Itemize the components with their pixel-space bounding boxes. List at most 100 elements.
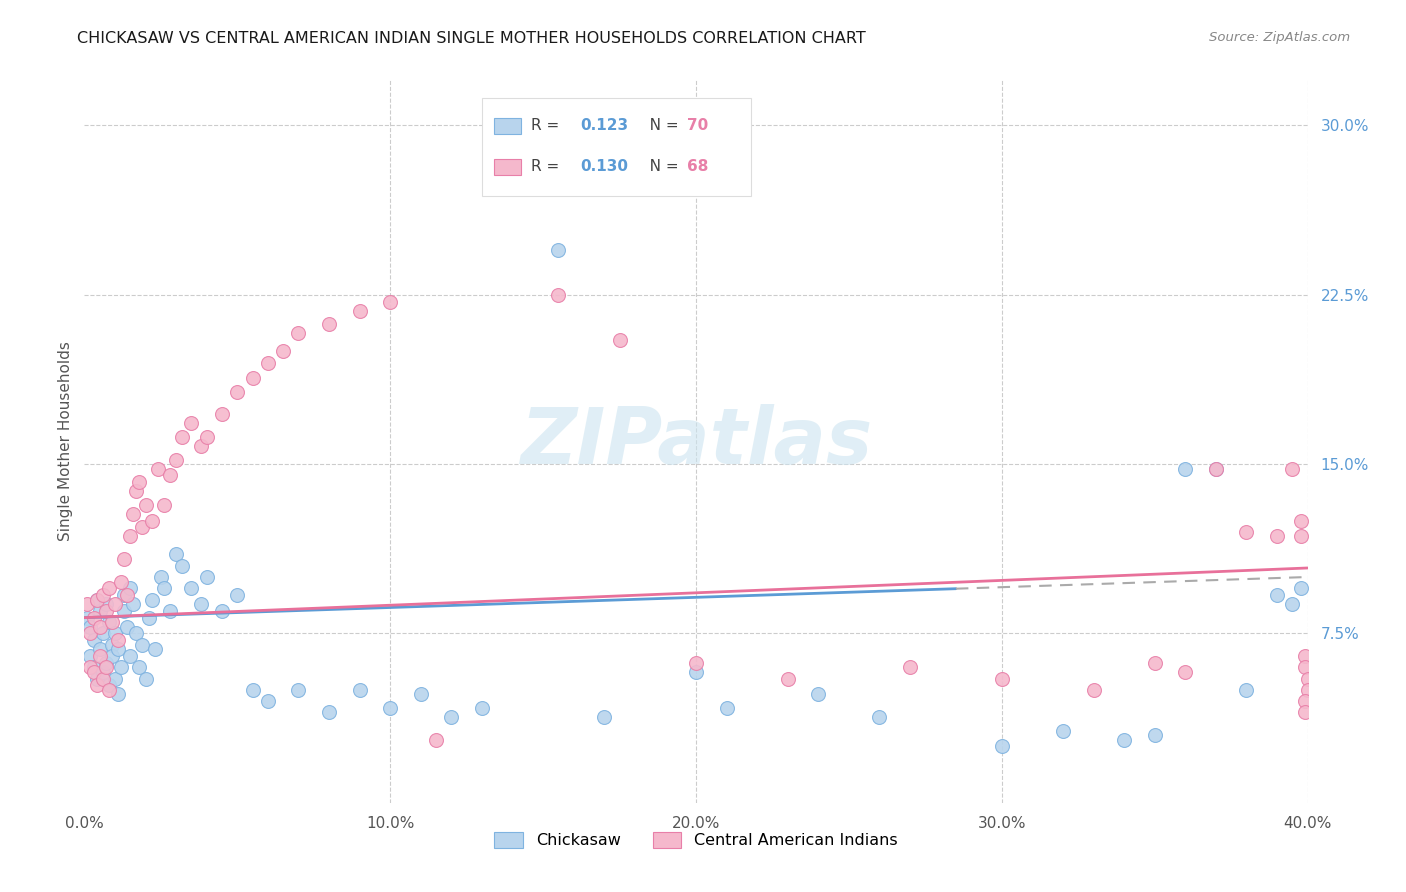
Point <box>1236 682 1258 697</box>
Legend: Chickasaw, Central American Indians: Chickasaw, Central American Indians <box>486 823 905 856</box>
Point <box>89 642 111 657</box>
Point <box>211 604 233 618</box>
Text: N =: N = <box>636 160 683 175</box>
Point <box>143 642 166 657</box>
Point <box>104 672 127 686</box>
Point <box>486 175 509 189</box>
Text: ZIPatlas: ZIPatlas <box>520 403 872 480</box>
Point <box>104 626 127 640</box>
Point <box>97 678 120 692</box>
Point <box>110 574 132 589</box>
Text: R =: R = <box>531 119 564 133</box>
Point <box>128 660 150 674</box>
Point <box>89 648 111 663</box>
Point <box>97 582 120 596</box>
Point <box>138 610 160 624</box>
Point <box>716 701 738 715</box>
Point <box>211 408 233 422</box>
Point <box>380 294 402 309</box>
Point <box>195 430 218 444</box>
Point <box>120 582 142 596</box>
Point <box>1205 461 1227 475</box>
Point <box>1205 461 1227 475</box>
Point <box>609 333 631 347</box>
Point <box>1265 529 1288 543</box>
Point <box>159 468 181 483</box>
Point <box>1281 461 1303 475</box>
Point <box>107 687 129 701</box>
Text: CHICKASAW VS CENTRAL AMERICAN INDIAN SINGLE MOTHER HOUSEHOLDS CORRELATION CHART: CHICKASAW VS CENTRAL AMERICAN INDIAN SIN… <box>77 31 866 46</box>
Text: 0.130: 0.130 <box>579 160 627 175</box>
Point <box>83 665 105 679</box>
Point <box>101 638 124 652</box>
Point <box>120 529 142 543</box>
Point <box>135 672 157 686</box>
Point <box>271 344 294 359</box>
Point <box>471 701 494 715</box>
Point <box>190 439 212 453</box>
Point <box>94 597 117 611</box>
Point <box>1281 597 1303 611</box>
Text: 68: 68 <box>688 160 709 175</box>
Point <box>79 626 101 640</box>
Point <box>146 461 169 475</box>
Point <box>76 597 98 611</box>
Point <box>226 384 249 399</box>
Point <box>83 660 105 674</box>
Point <box>89 604 111 618</box>
Point <box>1174 461 1197 475</box>
Point <box>83 633 105 648</box>
Text: 70: 70 <box>688 119 709 133</box>
Point <box>287 326 309 340</box>
Point <box>86 672 108 686</box>
Point <box>131 638 153 652</box>
Point <box>1296 682 1319 697</box>
FancyBboxPatch shape <box>494 159 522 175</box>
Point <box>898 660 921 674</box>
Point <box>349 303 371 318</box>
Point <box>165 548 187 562</box>
Point <box>97 682 120 697</box>
Point <box>242 371 264 385</box>
Point <box>1294 648 1316 663</box>
Point <box>97 615 120 630</box>
Point <box>94 604 117 618</box>
Point <box>125 484 148 499</box>
Point <box>180 417 202 431</box>
Point <box>440 710 463 724</box>
Point <box>1143 656 1166 670</box>
Point <box>807 687 830 701</box>
Point <box>991 739 1014 754</box>
Point <box>1114 732 1136 747</box>
Point <box>112 588 135 602</box>
Point <box>1052 723 1074 738</box>
Point <box>110 660 132 674</box>
Point <box>318 317 340 331</box>
Point <box>1174 665 1197 679</box>
Point <box>79 620 101 634</box>
Point <box>91 672 114 686</box>
Point <box>125 626 148 640</box>
Point <box>86 592 108 607</box>
Point <box>547 243 569 257</box>
Point <box>991 672 1014 686</box>
Point <box>122 597 145 611</box>
Point <box>1294 694 1316 708</box>
Point <box>1294 706 1316 720</box>
Point <box>1291 582 1313 596</box>
Point <box>79 660 101 674</box>
Point <box>226 588 249 602</box>
Point <box>1083 682 1105 697</box>
Point <box>104 597 127 611</box>
Point <box>86 592 108 607</box>
Point <box>76 610 98 624</box>
Point <box>83 610 105 624</box>
Point <box>94 660 117 674</box>
Text: Source: ZipAtlas.com: Source: ZipAtlas.com <box>1209 31 1350 45</box>
Point <box>318 706 340 720</box>
Point <box>159 604 181 618</box>
Point <box>112 604 135 618</box>
Point <box>1236 524 1258 539</box>
Point <box>287 682 309 697</box>
Point <box>425 732 447 747</box>
